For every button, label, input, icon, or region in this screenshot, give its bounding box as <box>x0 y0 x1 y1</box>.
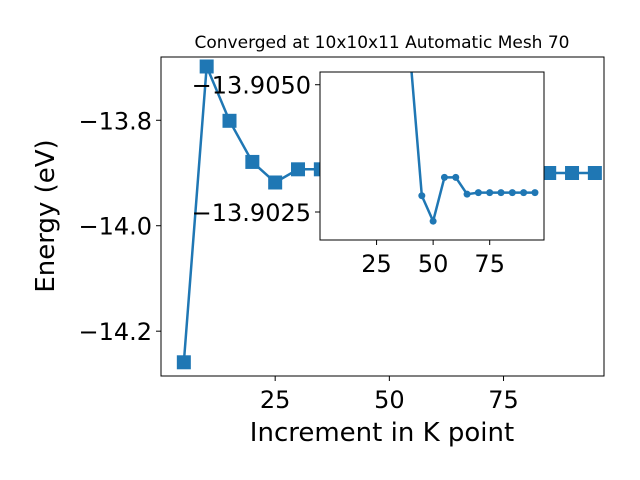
main-x-tick-label: 75 <box>488 386 519 414</box>
chart-title: Converged at 10x10x11 Automatic Mesh 70 <box>195 33 570 53</box>
main-data-point-2 <box>222 113 237 128</box>
y-axis-label: Energy (eV) <box>31 139 61 292</box>
main-data-point-18 <box>587 166 602 180</box>
main-x-tick-label: 25 <box>260 386 291 414</box>
main-y-tick-label: −13.8 <box>78 107 152 135</box>
inset-data-point-8 <box>497 189 505 197</box>
main-data-point-17 <box>565 166 580 180</box>
inset-data-point-2 <box>429 217 437 225</box>
inset-data-point-7 <box>486 189 494 197</box>
x-axis-label: Increment in K point <box>250 418 514 448</box>
inset-data-point-9 <box>508 189 516 197</box>
inset-x-ticks: 25 50 75 <box>361 240 505 278</box>
main-y-tick-label: −14.2 <box>78 318 152 346</box>
main-data-point-0 <box>176 355 191 370</box>
main-data-point-4 <box>268 175 283 190</box>
main-data-point-3 <box>245 154 260 169</box>
inset-data-point-6 <box>474 189 482 197</box>
inset-plot-area <box>320 72 544 240</box>
inset-data-point-10 <box>520 189 528 197</box>
main-data-point-5 <box>291 162 306 177</box>
inset-y-tick-label: −13.9025 <box>192 199 311 227</box>
inset-series-markers <box>418 173 539 225</box>
inset-data-point-5 <box>463 190 471 198</box>
main-y-tick-label: −14.0 <box>78 213 152 241</box>
inset-y-tick-label: −13.9050 <box>192 72 311 100</box>
inset-chart: 25 50 75 −13.9050 −13.9025 <box>192 71 545 278</box>
inset-y-ticks: −13.9050 −13.9025 <box>192 72 320 227</box>
inset-data-point-1 <box>418 192 426 200</box>
main-x-ticks: 25 50 75 <box>260 376 519 414</box>
inset-data-point-11 <box>531 189 539 197</box>
inset-x-tick-label: 25 <box>361 250 392 278</box>
main-data-point-16 <box>542 166 557 180</box>
inset-x-tick-label: 75 <box>474 250 505 278</box>
inset-axes-frame <box>319 71 545 241</box>
main-axes-frame <box>160 56 605 377</box>
inset-x-tick-label: 50 <box>418 250 449 278</box>
main-x-tick-label: 50 <box>374 386 405 414</box>
main-data-point-1 <box>199 59 214 74</box>
main-y-ticks: −13.8 −14.0 −14.2 <box>78 107 161 346</box>
inset-data-point-4 <box>452 173 460 181</box>
inset-data-point-3 <box>440 173 448 181</box>
